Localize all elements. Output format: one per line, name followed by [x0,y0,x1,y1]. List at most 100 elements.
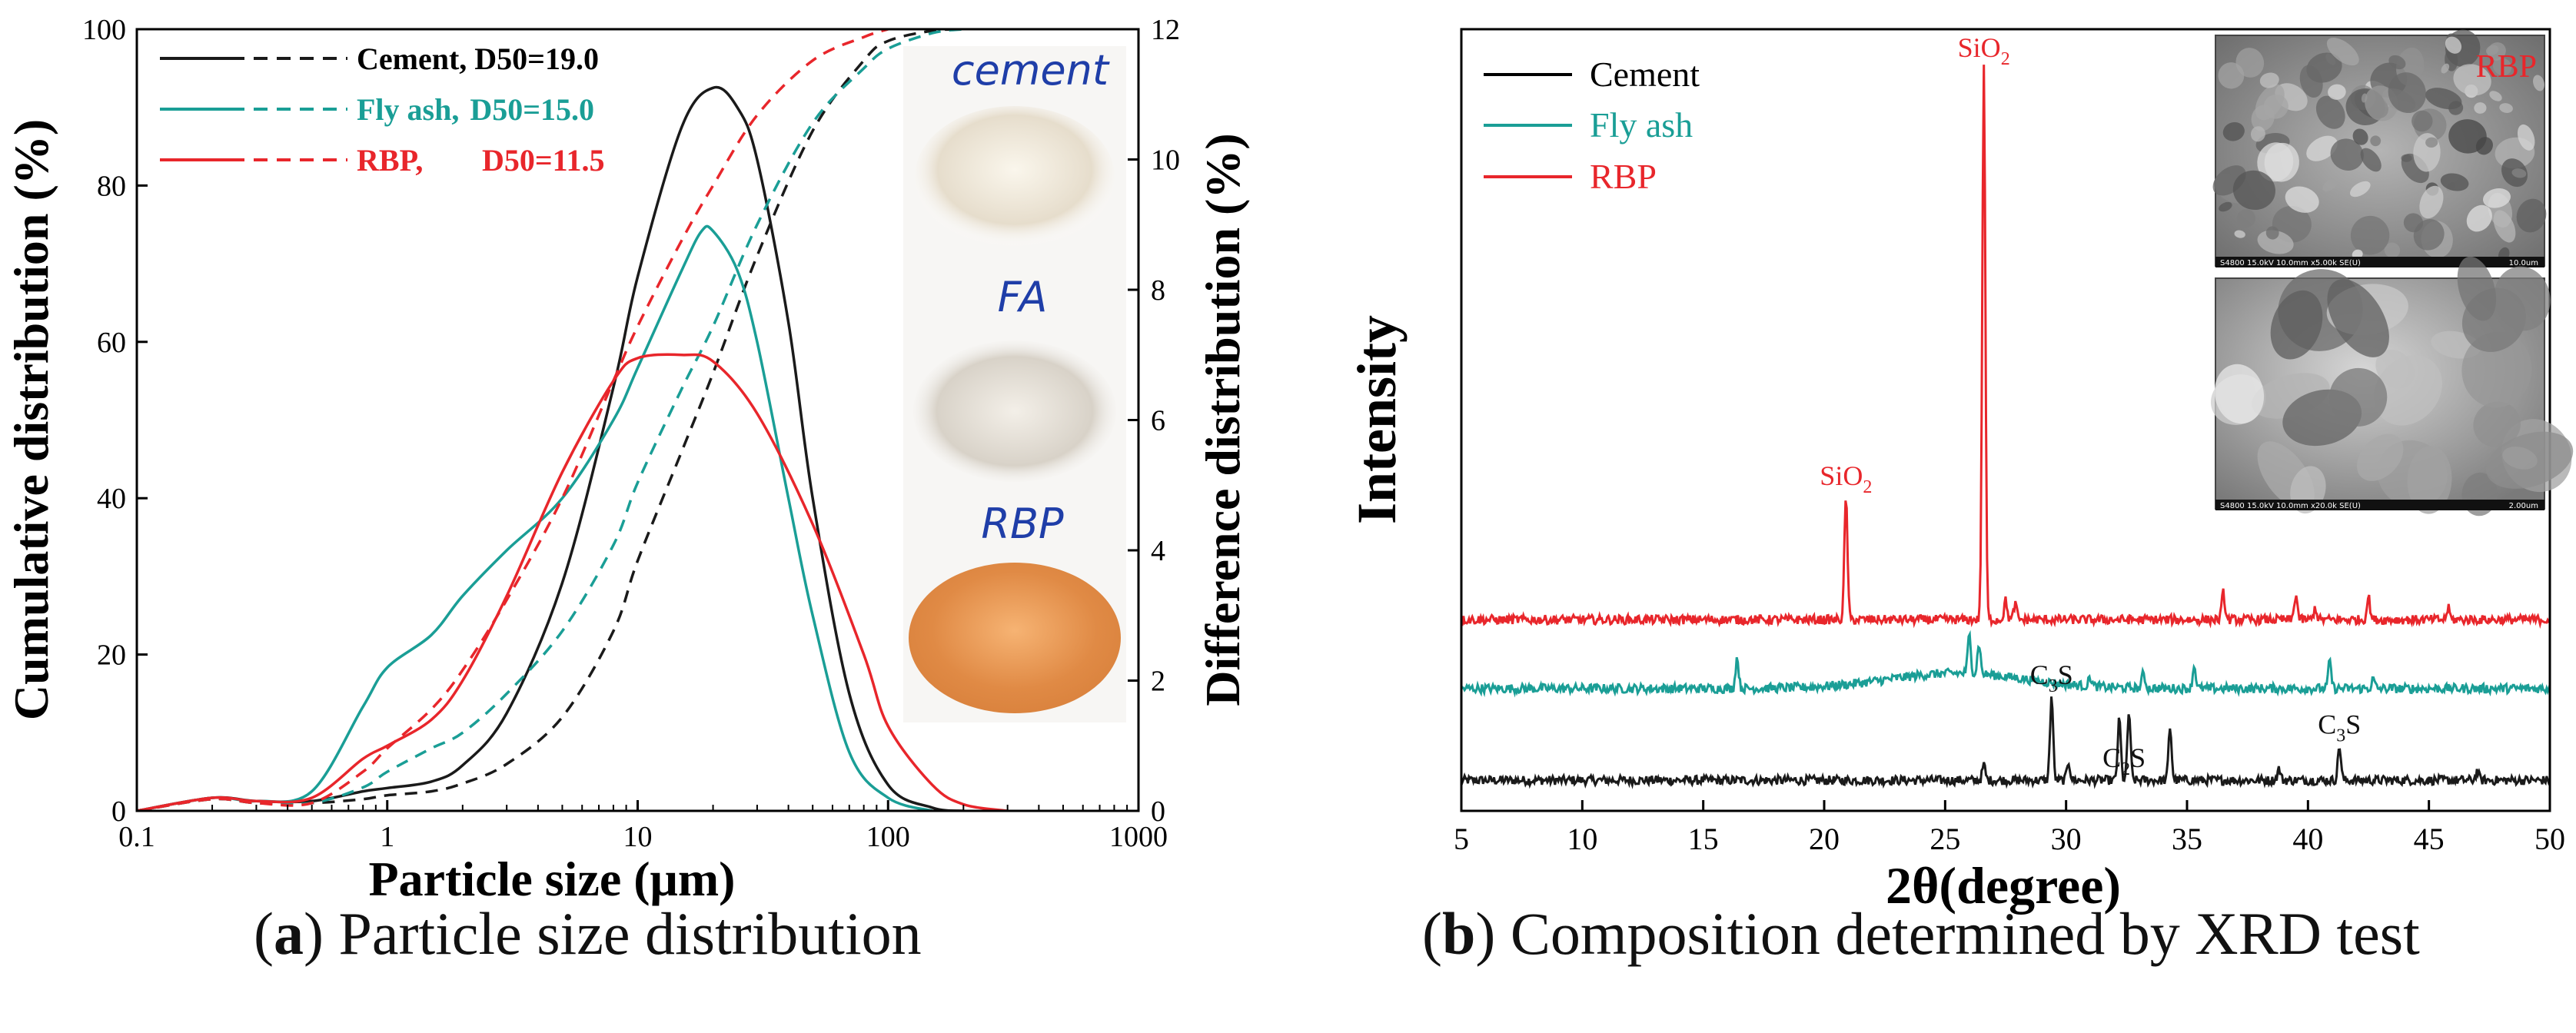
xrd-xtick-label: 15 [1688,822,1719,856]
svg-text:Fly ash,D50=15.0: Fly ash, D50=15.0 [357,92,594,127]
xrd-flyash-pattern [1461,629,2550,698]
psd-flyash-difference-line [137,224,933,811]
xrd-legend: Cement Fly ash RBP [1484,55,1700,196]
fa-powder-photo [913,340,1116,482]
sem-grain [2327,279,2389,357]
xrd-xlabel: 2θ(degree) [1886,856,2121,915]
psd-xtick-label: 1000 [1109,821,1168,853]
sem-grain [2441,63,2450,74]
sem-grain [2370,135,2382,147]
xrd-cement-pattern [1461,696,2550,789]
photo-label-cement: cement [952,46,1110,95]
sem-grain [2511,168,2527,178]
psd-rbp-difference-line [137,353,1008,811]
powder-photos: cement FA RBP [903,46,1126,722]
xrd-legend-rbp: RBP [1590,157,1657,196]
xrd-rbp-pattern [1461,65,2550,629]
psd-ytick-label: 20 [97,639,126,672]
sem-label-rbp: RBP [2476,49,2537,85]
photo-label-rbp: RBP [981,500,1064,548]
psd-y2label: Difference distribution (%) [1195,133,1250,706]
xrd-peak-label: C2S [2102,742,2146,779]
sem-grain [2356,433,2404,481]
xrd-ylabel: Intensity [1346,315,1408,524]
sem-grain [2487,42,2506,61]
sem-grain [2218,62,2245,89]
sem-grain [2388,55,2406,70]
xrd-xtick-label: 45 [2414,822,2445,856]
xrd-peak-label: SiO2 [1820,460,1872,497]
sem-grain [2315,95,2345,129]
sem-scale-text-2: S4800 15.0kV 10.0mm x20.0k SE(U) [2220,502,2361,510]
sem-grain [2388,72,2426,114]
sem-grain [2483,188,2511,208]
sem-grain [2533,75,2544,91]
sem-grain [2330,138,2364,171]
sem-grain [2411,110,2433,132]
xrd-axes-frame [1460,28,2551,812]
psd-series [137,29,1008,811]
sem-scale-text-1: S4800 15.0kV 10.0mm x5.00k SE(U) [2220,259,2361,267]
sem-grain [2257,230,2294,254]
xrd-series [1461,65,2550,789]
sem-grain [2384,242,2401,258]
sem-grain [2257,142,2294,182]
sem-grain [2474,102,2487,114]
psd-ytick-label: 80 [97,170,126,202]
xrd-legend-cement: Cement [1590,55,1700,94]
psd-legend: Cement, D50=19.0 Fly ash, D50=15.0 RBP, D5… [160,42,604,178]
caption-a-letter: a [273,900,304,967]
sem-grain [2328,84,2346,100]
svg-text:Cement,D50=19.0: Cement, D50=19.0 [357,42,599,76]
sem-grain [2499,103,2513,114]
psd-legend-cement-label: Cement, [357,42,467,76]
psd-xtick-label: 100 [866,821,910,853]
psd-legend-rbp-d50: D50=11.5 [482,143,604,178]
xrd-peak-label: SiO2 [1958,32,2010,69]
sem-grain [2285,186,2319,213]
xrd-xtick-label: 10 [1567,822,1597,856]
xrd-xtick-label: 5 [1454,822,1469,856]
sem-grain [2250,126,2265,142]
sem-grain [2374,355,2442,426]
sem-grain [2349,181,2371,198]
sem-grain [2234,230,2245,238]
sem-images: S4800 15.0kV 10.0mm x5.00k SE(U) 10.0um … [2210,29,2574,516]
psd-chart: cement FA RBP 0.1 1 10 100 10000204060801000… [4,14,1250,906]
sem-grain [2328,367,2388,427]
sem-grain [2360,148,2382,172]
sem-scale-length-2: 2.00um [2509,502,2538,510]
xrd-annotations: SiO2 SiO2 C3S C2S C3S [1820,32,2361,779]
psd-flyash-cumulative-line [137,29,964,811]
sem-scalebar-2 [2215,500,2544,510]
sem-grain [2259,72,2279,88]
psd-legend-rbp-label: RBP, [357,143,423,178]
xrd-xtick-label: 40 [2292,822,2323,856]
psd-y2tick-label: 2 [1151,666,1165,698]
sem-grain [2453,64,2491,96]
sem-grain [2516,198,2547,233]
sem-grain [2222,122,2245,141]
psd-rbp-cumulative-line [137,29,889,811]
sem-grain [2457,256,2497,321]
cement-powder-photo [915,106,1115,247]
psd-ytick-label: 40 [97,483,126,515]
sem-grain [2445,36,2462,54]
sem-grain [2322,178,2338,192]
psd-legend-flyash: Fly ash, D50=15.0 [160,92,594,127]
sem-grain [2517,124,2535,151]
sem-grain [2419,185,2444,219]
psd-y2tick-label: 8 [1151,274,1165,307]
sem-image-high-mag-texture [2210,256,2574,516]
sem-grain [2350,215,2390,255]
photo-label-fa: FA [998,273,1048,321]
sem-grain [2236,209,2255,228]
xrd-peak-label: C3S [2030,659,2073,696]
psd-xtick-label: 10 [623,821,653,853]
xrd-xtick-label: 30 [2051,822,2082,856]
caption-a-text: Particle size distribution [323,900,922,967]
sem-grain [2440,173,2469,191]
sem-grain [2232,170,2275,211]
psd-ytick-label: 100 [82,14,126,46]
